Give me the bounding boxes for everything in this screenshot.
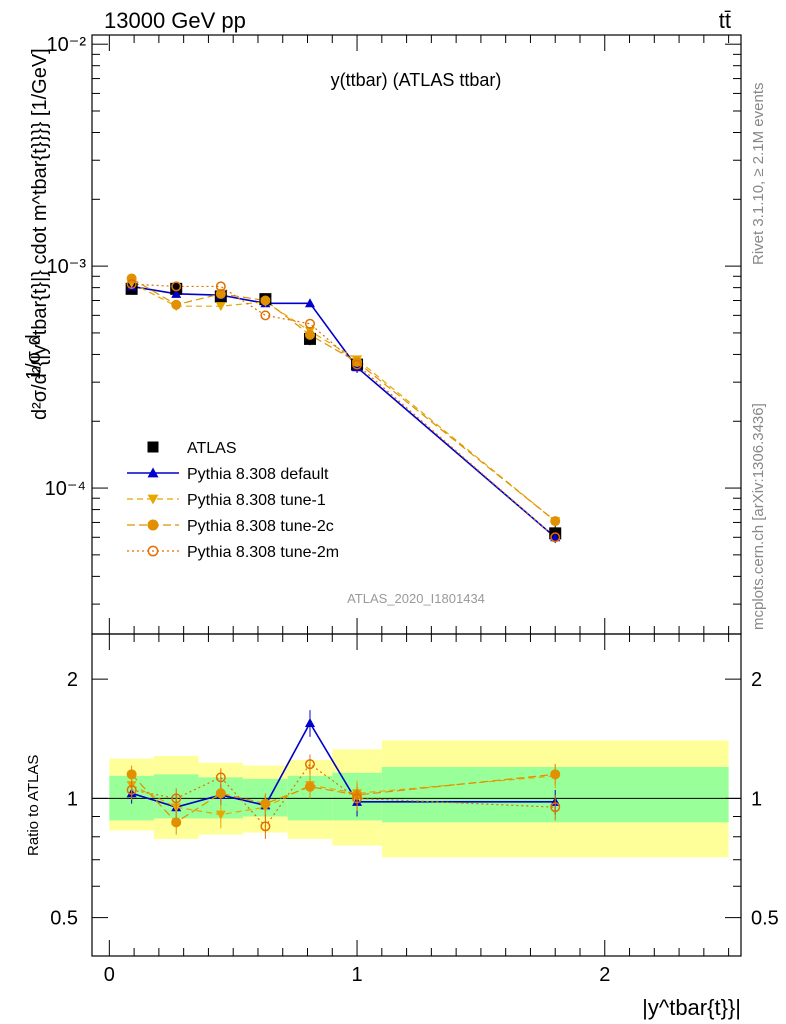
main-point bbox=[171, 281, 182, 292]
main-ylabel: d²σ/d²{|y^tbar{t}|} cdot m^tbar{t}}}} [1… bbox=[29, 48, 51, 420]
ratio-point bbox=[352, 793, 363, 804]
main-series-line bbox=[131, 282, 556, 522]
main-ytick-label: 10⁻² bbox=[47, 34, 87, 56]
ratio-point bbox=[215, 788, 226, 799]
main-point bbox=[304, 298, 315, 308]
plot-title: y(ttbar) (ATLAS ttbar) bbox=[331, 70, 502, 90]
legend-label: ATLAS bbox=[187, 440, 237, 457]
ratio-ylabel: Ratio to ATLAS bbox=[25, 755, 42, 856]
ratio-point bbox=[260, 821, 271, 832]
ratio-point bbox=[215, 810, 226, 820]
main-point bbox=[260, 310, 271, 321]
ratio-point bbox=[550, 802, 561, 813]
legend-marker bbox=[147, 519, 159, 531]
main-point bbox=[171, 299, 182, 310]
ratio-point bbox=[126, 769, 137, 780]
main-point bbox=[171, 288, 182, 298]
ratio-frame bbox=[91, 633, 742, 957]
main-point bbox=[170, 282, 183, 295]
main-point bbox=[550, 532, 561, 542]
ratio-panel: 0 1 2 0.5 0.5 1 1 2 2 bbox=[50, 35, 779, 986]
ratio-point bbox=[215, 772, 226, 783]
ratio-point bbox=[171, 817, 182, 828]
main-point bbox=[260, 295, 271, 306]
ratio-ytick-label-right: 2 bbox=[751, 669, 762, 691]
main-point bbox=[352, 359, 363, 370]
rivet-label: Rivet 3.1.10, ≥ 2.1M events bbox=[750, 83, 767, 266]
main-ylabel-prefix: 1/σ d bbox=[23, 334, 45, 380]
main-ytick-label: 10⁻⁴ bbox=[45, 478, 86, 500]
mcplots-label: mcplots.cern.ch [arXiv:1306.3436] bbox=[750, 403, 767, 630]
main-panel: y(ttbar) (ATLAS ttbar) ATLAS_2020_I18014… bbox=[45, 34, 742, 635]
ratio-point bbox=[171, 793, 182, 804]
main-series-line bbox=[131, 277, 556, 522]
main-point bbox=[304, 329, 315, 340]
main-point bbox=[215, 288, 226, 299]
ratio-point bbox=[550, 769, 561, 780]
legend-label: Pythia 8.308 tune-2c bbox=[187, 518, 334, 535]
legend-marker bbox=[147, 494, 159, 505]
legend-label: Pythia 8.308 tune-1 bbox=[187, 492, 326, 509]
legend-label: Pythia 8.308 default bbox=[187, 466, 329, 483]
legend: ATLAS Pythia 8.308 default Pythia 8.308 tu… bbox=[127, 440, 339, 561]
main-point bbox=[304, 318, 315, 329]
legend-marker bbox=[147, 545, 159, 557]
header-left-title: 13000 GeV pp bbox=[104, 8, 246, 33]
legend-marker bbox=[147, 467, 159, 478]
ratio-ytick-label-left: 1 bbox=[67, 788, 78, 810]
x-tick-label: 1 bbox=[351, 964, 362, 986]
legend-label: Pythia 8.308 tune-2m bbox=[187, 544, 339, 561]
ratio-ytick-label-left: 2 bbox=[67, 669, 78, 691]
ratio-point bbox=[304, 759, 315, 770]
legend-marker bbox=[147, 441, 159, 453]
x-axis-label: |y^tbar{t}}| bbox=[642, 995, 741, 1020]
main-ytick-label: 10⁻³ bbox=[47, 256, 87, 278]
x-tick-label: 2 bbox=[599, 964, 610, 986]
ratio-ylabel-text: Ratio to ATLAS bbox=[25, 755, 42, 856]
ratio-point bbox=[260, 798, 271, 809]
main-point bbox=[215, 302, 226, 312]
analysis-label: ATLAS_2020_I1801434 bbox=[347, 591, 485, 606]
ratio-ytick-label-left: 0.5 bbox=[50, 908, 78, 930]
ratio-point bbox=[126, 784, 137, 795]
main-point bbox=[215, 281, 226, 292]
main-ylabel-text: d²σ/d²{|y^tbar{t}|} cdot m^tbar{t}}}} [1… bbox=[29, 48, 51, 420]
main-point bbox=[352, 356, 363, 367]
main-point bbox=[550, 532, 561, 543]
main-point bbox=[126, 279, 137, 290]
main-point bbox=[550, 516, 561, 527]
ratio-ytick-label-right: 0.5 bbox=[751, 908, 779, 930]
ratio-ytick-label-right: 1 bbox=[751, 788, 762, 810]
header-right-title: tt̄ bbox=[719, 8, 731, 33]
x-tick-label: 0 bbox=[104, 964, 115, 986]
ratio-point bbox=[304, 781, 315, 792]
ratio-point bbox=[304, 717, 315, 727]
